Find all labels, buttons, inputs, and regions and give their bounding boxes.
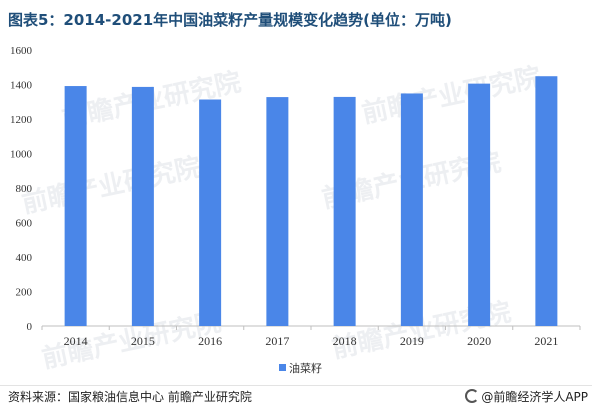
bar-2020 <box>468 83 491 326</box>
y-tick-label: 1600 <box>10 45 33 57</box>
legend-label: 油菜籽 <box>289 361 322 375</box>
bar-2016 <box>199 99 222 326</box>
x-tick-label: 2014 <box>64 334 88 348</box>
y-tick-label: 200 <box>16 287 33 299</box>
brand-logo-icon <box>465 389 480 403</box>
source-note: 资料来源：国家粮油信息中心 前瞻产业研究院 <box>8 390 252 404</box>
bar-2014 <box>64 86 87 327</box>
bar-2018 <box>333 96 356 326</box>
chart-title: 图表5：2014-2021年中国油菜籽产量规模变化趋势(单位：万吨) <box>8 11 452 29</box>
x-tick-label: 2020 <box>467 334 491 348</box>
y-tick-label: 1400 <box>10 80 33 92</box>
bar-2021 <box>535 76 558 326</box>
footer-divider <box>0 385 592 386</box>
y-tick-label: 0 <box>27 321 33 333</box>
bar-2015 <box>131 86 154 326</box>
y-tick-label: 1000 <box>10 149 33 161</box>
brand-credit: @前瞻经济学人APP <box>465 388 588 405</box>
y-tick-label: 400 <box>16 252 33 264</box>
x-tick-label: 2017 <box>265 334 289 348</box>
x-tick-label: 2015 <box>131 334 155 348</box>
y-tick-label: 600 <box>16 218 33 230</box>
legend-swatch <box>279 364 286 371</box>
x-tick-label: 2016 <box>198 334 222 348</box>
bar-2019 <box>400 93 423 326</box>
bar-chart: 0 200 400 600 800 1000 1200 1400 1600 2014 2015 201… <box>10 45 581 375</box>
x-tick-label: 2021 <box>534 334 558 348</box>
y-tick-label: 1200 <box>10 114 33 126</box>
bar-2017 <box>266 97 289 326</box>
x-tick-label: 2019 <box>400 334 424 348</box>
x-tick-label: 2018 <box>333 334 357 348</box>
y-tick-label: 800 <box>16 183 33 195</box>
brand-label: @前瞻经济学人APP <box>481 390 588 404</box>
